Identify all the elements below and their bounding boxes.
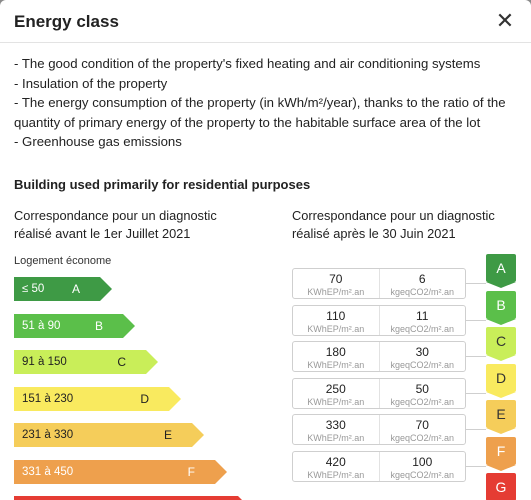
co2-value: 6: [418, 272, 426, 286]
row-connector: [466, 465, 486, 467]
kwh-cell: 330 KWhEP/m².an: [293, 415, 379, 444]
class-badge-f: F: [486, 436, 516, 471]
badge-letter: C: [495, 333, 507, 349]
bar-range: 331 à 450: [22, 465, 74, 478]
energy-bar-b: 51 à 90 B: [14, 313, 135, 338]
row-connector: [466, 356, 486, 357]
kwh-value: 250: [325, 381, 346, 396]
bar-range: 51 à 90: [22, 319, 61, 332]
co2-cell: 6 kgeqCO2/m².an: [378, 269, 466, 298]
energy-bar-f: 331 à 450 F: [14, 459, 227, 484]
co2-cell: 100 kgeqCO2/m².an: [378, 451, 466, 481]
left-column-heading: Correspondance pour un diagnostic réalis…: [14, 208, 217, 241]
header-divider: [0, 42, 531, 43]
kwh-unit: KWhEP/m².an: [307, 396, 365, 407]
class-badge-g: G: [486, 473, 516, 500]
threshold-row: 110 KWhEP/m².an 11 kgeqCO2/m².an: [292, 304, 466, 336]
description-line: - Insulation of the property: [14, 75, 168, 91]
threshold-row: 180 KWhEP/m².an 30 kgeqCO2/m².an: [292, 341, 466, 372]
energy-bar-d: 151 à 230 D: [14, 386, 181, 411]
co2-value: 70: [415, 418, 429, 432]
bar-letter: D: [140, 391, 149, 406]
threshold-row: 420 KWhEP/m².an 100 kgeqCO2/m².an: [292, 450, 466, 482]
threshold-row: 250 KWhEP/m².an 50 kgeqCO2/m².an: [292, 377, 466, 409]
class-badge-d: D: [486, 363, 516, 398]
co2-cell: 70 kgeqCO2/m².an: [378, 415, 466, 444]
class-badge-c: C: [486, 327, 516, 361]
class-badge-b: B: [486, 290, 516, 325]
co2-value: 11: [416, 308, 429, 323]
kwh-cell: 110 KWhEP/m².an: [293, 306, 379, 335]
co2-unit: kgeqCO2/m².an: [390, 433, 455, 443]
row-connector: [466, 392, 486, 394]
class-badge-e: E: [486, 400, 516, 434]
co2-value: 50: [415, 381, 429, 396]
co2-value: 100: [412, 454, 433, 469]
row-connector: [466, 429, 486, 430]
energy-bar-e: 231 à 330 E: [14, 423, 204, 447]
description: - The good condition of the property's f…: [14, 54, 519, 152]
co2-cell: 11 kgeqCO2/m².an: [378, 305, 466, 335]
co2-unit: kgeqCO2/m².an: [390, 323, 455, 334]
class-badge-a: A: [486, 254, 516, 288]
right-column-heading: Correspondance pour un diagnostic réalis…: [292, 208, 495, 241]
badge-letter: G: [495, 479, 507, 495]
bar-range: ≤ 50: [22, 283, 45, 295]
kwh-unit: KWhEP/m².an: [307, 360, 365, 370]
co2-cell: 50 kgeqCO2/m².an: [378, 378, 466, 408]
co2-cell: 30 kgeqCO2/m².an: [378, 342, 466, 371]
bar-letter: B: [94, 318, 103, 333]
kwh-cell: 180 KWhEP/m².an: [293, 342, 379, 371]
row-connector: [466, 319, 486, 321]
kwh-cell: 250 KWhEP/m².an: [293, 379, 379, 408]
threshold-row: 330 KWhEP/m².an 70 kgeqCO2/m².an: [292, 414, 466, 445]
description-line: - The good condition of the property's f…: [14, 56, 481, 71]
threshold-row: 70 KWhEP/m².an 6 kgeqCO2/m².an: [292, 268, 466, 299]
kwh-unit: KWhEP/m².an: [307, 323, 365, 334]
kwh-unit: KWhEP/m².an: [307, 287, 365, 297]
kwh-value: 110: [326, 308, 346, 323]
kwh-unit: KWhEP/m².an: [307, 433, 365, 443]
kwh-value: 180: [325, 345, 346, 359]
energy-bar-g: > 450G: [14, 496, 250, 500]
co2-value: 30: [415, 345, 429, 359]
section-subtitle: Building used primarily for residential …: [14, 177, 311, 192]
energy-bar-a: ≤ 50 A: [14, 277, 112, 301]
bar-range: 231 à 330: [22, 429, 74, 441]
co2-unit: kgeqCO2/m².an: [390, 396, 455, 407]
bar-letter: F: [187, 464, 195, 479]
close-icon[interactable]: ✕: [495, 8, 515, 33]
bar-range: 151 à 230: [22, 392, 74, 405]
kwh-value: 420: [325, 454, 346, 469]
badge-letter: B: [496, 296, 506, 313]
bar-range: 91 à 150: [22, 356, 67, 368]
kwh-cell: 420 KWhEP/m².an: [293, 452, 379, 481]
kwh-unit: KWhEP/m².an: [307, 469, 365, 480]
energy-bar-c: 91 à 150 C: [14, 350, 158, 374]
badge-letter: E: [496, 406, 506, 422]
badge-letter: F: [496, 442, 506, 459]
modal-header: Energy class ✕: [14, 10, 517, 40]
modal-title: Energy class: [14, 12, 119, 31]
co2-unit: kgeqCO2/m².an: [390, 360, 455, 370]
co2-unit: kgeqCO2/m².an: [390, 469, 455, 480]
description-line: - Greenhouse gas emissions: [14, 134, 182, 149]
kwh-cell: 70 KWhEP/m².an: [293, 269, 379, 298]
bar-letter: C: [117, 355, 126, 369]
description-line: - The energy consumption of the property…: [14, 95, 506, 130]
badge-letter: D: [495, 369, 507, 386]
row-connector: [466, 283, 486, 284]
badge-letter: A: [496, 260, 506, 276]
kwh-value: 70: [329, 272, 343, 286]
bar-letter: A: [71, 282, 80, 296]
bar-letter: E: [163, 428, 172, 442]
co2-unit: kgeqCO2/m².an: [390, 287, 455, 297]
econome-label: Logement économe: [14, 255, 112, 267]
kwh-value: 330: [325, 418, 346, 432]
